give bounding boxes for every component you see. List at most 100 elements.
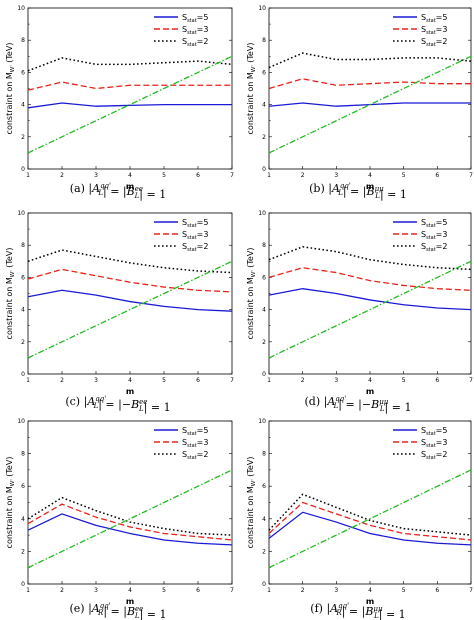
x-tick-label: 5: [162, 377, 166, 384]
x-tick-label: 5: [162, 172, 166, 179]
legend-label: Sstat=3: [182, 438, 208, 449]
legend-label: Sstat=3: [421, 25, 447, 36]
legend-label: Sstat=5: [421, 13, 447, 24]
legend-label: Sstat=2: [421, 242, 447, 253]
legend-label: Sstat=2: [182, 450, 208, 461]
x-tick-label: 7: [469, 587, 473, 594]
series-line-s-stat-2: [268, 493, 472, 536]
x-axis-label: m: [366, 597, 374, 606]
x-tick-label: 1: [267, 587, 271, 594]
legend-label: Sstat=5: [182, 13, 208, 24]
panel-caption: (f) |Aqq' R| = |Bμμ L| = 1: [310, 602, 405, 620]
y-tick-label: 10: [258, 210, 266, 217]
legend-label: Sstat=3: [421, 438, 447, 449]
legend-label: Sstat=5: [182, 426, 208, 437]
x-tick-label: 3: [94, 172, 98, 179]
x-tick-label: 6: [196, 377, 200, 384]
x-axis-label: m: [126, 387, 134, 396]
x-tick-label: 4: [368, 172, 372, 179]
x-tick-label: 1: [267, 377, 271, 384]
panel-caption: (c) |Aqq' L| = |−Bee L| = 1: [65, 395, 170, 415]
y-tick-label: 10: [17, 418, 25, 425]
series-line-s-stat-5: [268, 288, 472, 311]
x-tick-label: 4: [128, 377, 132, 384]
x-tick-label: 4: [368, 377, 372, 384]
y-tick-label: 2: [262, 339, 266, 346]
legend-label: Sstat=3: [182, 25, 208, 36]
x-tick-label: 6: [196, 172, 200, 179]
x-tick-label: 7: [230, 587, 234, 594]
series-line-s-stat-3: [268, 501, 472, 541]
x-tick-label: 2: [301, 172, 305, 179]
x-tick-label: 7: [230, 377, 234, 384]
legend-label: Sstat=2: [421, 450, 447, 461]
x-tick-label: 1: [267, 172, 271, 179]
y-axis-label: constraint on MW' (TeV): [5, 457, 16, 549]
series-line-s-stat-3: [268, 78, 471, 90]
series-line-s-stat-3: [268, 267, 472, 291]
series-line-s-stat-3: [27, 81, 232, 91]
x-tick-label: 2: [60, 377, 64, 384]
y-tick-label: 8: [262, 451, 266, 458]
series-line-diagonal: [268, 260, 472, 359]
y-tick-label: 0: [262, 371, 266, 378]
x-tick-label: 7: [469, 172, 473, 179]
legend-label: Sstat=2: [421, 37, 447, 48]
y-tick-label: 2: [21, 134, 25, 141]
x-tick-label: 3: [94, 587, 98, 594]
y-tick-label: 4: [262, 516, 266, 523]
series-line-s-stat-5: [27, 289, 233, 312]
y-tick-label: 8: [21, 451, 25, 458]
y-tick-label: 4: [21, 102, 25, 109]
y-tick-label: 0: [21, 581, 25, 588]
y-tick-label: 6: [21, 274, 25, 281]
y-axis-label: constraint on MW' (TeV): [246, 43, 257, 135]
y-tick-label: 2: [21, 339, 25, 346]
y-tick-label: 2: [262, 134, 266, 141]
x-tick-label: 5: [402, 172, 406, 179]
series-line-diagonal: [27, 469, 233, 569]
y-tick-label: 6: [262, 483, 266, 490]
y-tick-label: 0: [21, 371, 25, 378]
x-tick-label: 6: [435, 587, 439, 594]
x-tick-label: 5: [162, 587, 166, 594]
x-tick-label: 3: [94, 377, 98, 384]
y-tick-label: 10: [17, 5, 25, 12]
y-tick-label: 0: [21, 166, 25, 173]
y-tick-label: 6: [262, 69, 266, 76]
x-tick-label: 4: [368, 587, 372, 594]
series-line-s-stat-2: [268, 246, 472, 271]
series-line-diagonal: [27, 55, 233, 154]
x-axis-label: m: [366, 387, 374, 396]
x-tick-label: 3: [334, 172, 338, 179]
series-line-s-stat-2: [268, 52, 472, 69]
y-tick-label: 0: [262, 581, 266, 588]
panel-caption: (b) |Aqq' L| = |Bμμ L| = 1: [309, 182, 407, 202]
x-tick-label: 7: [230, 172, 234, 179]
series-line-s-stat-5: [268, 511, 472, 546]
y-tick-label: 4: [21, 307, 25, 314]
legend-label: Sstat=5: [182, 218, 208, 229]
x-tick-label: 1: [26, 587, 30, 594]
y-tick-label: 8: [262, 37, 266, 44]
y-tick-label: 8: [21, 37, 25, 44]
panel-caption: (d) |Aqq' L| = |−Bμμ L| = 1: [305, 395, 412, 415]
x-tick-label: 7: [469, 377, 473, 384]
x-tick-label: 3: [334, 377, 338, 384]
y-axis-label: constraint on MW' (TeV): [5, 43, 16, 135]
x-tick-label: 4: [128, 172, 132, 179]
y-tick-label: 4: [21, 516, 25, 523]
series-line-s-stat-2: [27, 249, 233, 274]
y-tick-label: 8: [262, 242, 266, 249]
y-tick-label: 8: [21, 242, 25, 249]
y-tick-label: 6: [21, 483, 25, 490]
legend-label: Sstat=5: [421, 218, 447, 229]
series-line-diagonal: [268, 55, 472, 154]
x-tick-label: 2: [301, 587, 305, 594]
panel-caption: (e) |Aqq' R| = |Bee L| = 1: [69, 602, 166, 620]
series-line-s-stat-5: [27, 102, 232, 109]
